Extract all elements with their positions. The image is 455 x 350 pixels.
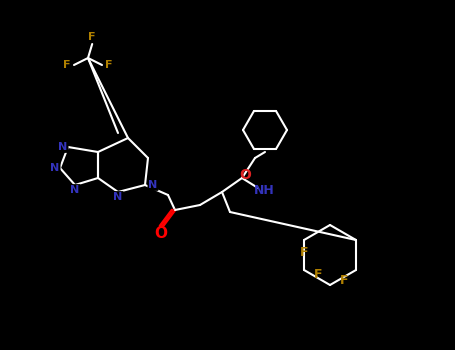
Text: N: N (148, 180, 157, 190)
Text: N: N (51, 163, 60, 173)
Text: F: F (88, 32, 96, 42)
Text: F: F (63, 60, 71, 70)
Text: O: O (239, 168, 251, 182)
Text: F: F (314, 268, 322, 281)
Text: N: N (71, 185, 80, 195)
Text: F: F (300, 245, 308, 259)
Text: NH: NH (253, 183, 274, 196)
Text: F: F (340, 273, 348, 287)
Text: F: F (105, 60, 113, 70)
Text: N: N (113, 192, 123, 202)
Text: O: O (155, 225, 167, 240)
Text: N: N (58, 142, 68, 152)
